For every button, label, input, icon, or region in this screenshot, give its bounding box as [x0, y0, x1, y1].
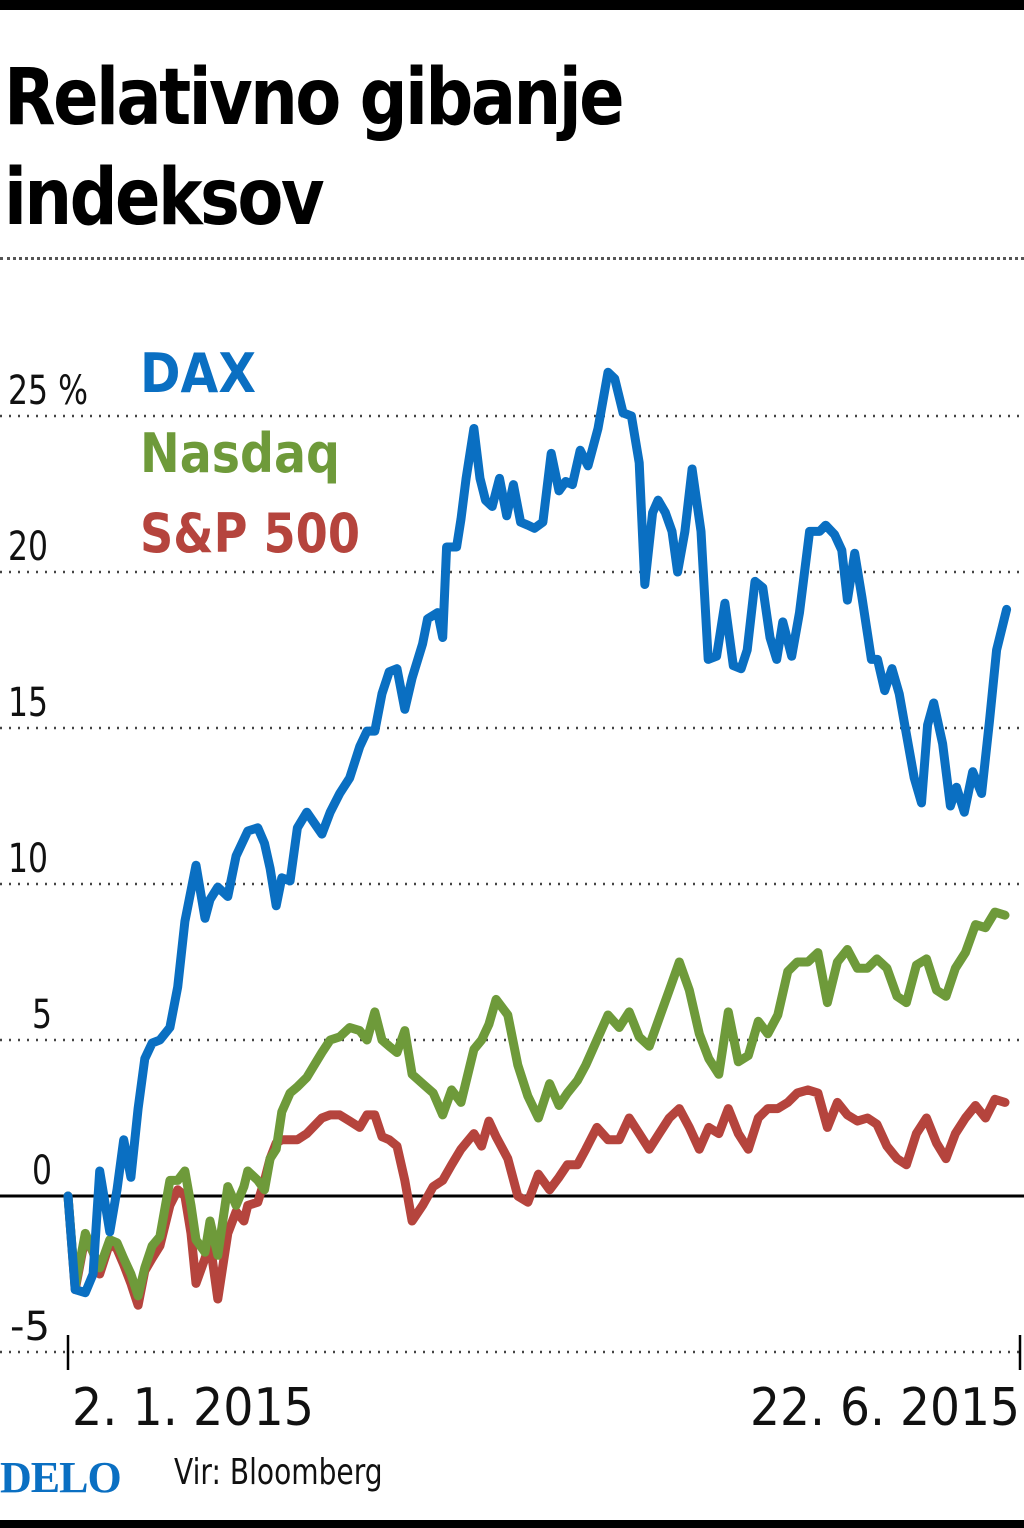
x-tick-label: 22. 6. 2015 [750, 1378, 1020, 1438]
y-tick-label: 10 [8, 836, 48, 882]
x-axis: 2. 1. 2015 22. 6. 2015 [66, 1335, 1022, 1438]
y-tick-label: 15 [8, 680, 48, 726]
y-tick-label: 20 [8, 524, 48, 570]
delo-logo: DELO [0, 1453, 122, 1502]
y-tick-label: 5 [32, 992, 52, 1038]
legend-entry-s-p-500: S&P 500 [140, 502, 360, 565]
y-tick-label: 0 [32, 1148, 52, 1194]
y-tick-label: -5 [10, 1304, 50, 1350]
series-line-nasdaq [63, 907, 1010, 1301]
series-line-dax [63, 367, 1012, 1298]
bottom-rule [0, 1520, 1024, 1528]
source-credit: Vir: Bloomberg [174, 1452, 383, 1493]
series-line-s-p-500 [63, 1085, 1010, 1310]
title-divider [0, 257, 1024, 260]
legend-entry-dax: DAX [140, 342, 256, 405]
line-chart: -5 0 5 10 15 20 25 % 2. 1. 2015 22. 6. 2015 DAX… [0, 342, 1024, 1438]
chart-title: Relativno gibanje indeksov [4, 48, 864, 248]
top-rule [0, 0, 1024, 10]
legend-entry-nasdaq: Nasdaq [140, 422, 340, 485]
x-tick-label: 2. 1. 2015 [72, 1378, 314, 1438]
title-line-2: indeksov [4, 153, 325, 243]
y-tick-label: 25 % [8, 368, 88, 414]
title-line-1: Relativno gibanje [4, 53, 625, 143]
legend: DAX Nasdaq S&P 500 [140, 342, 360, 565]
series-lines [63, 367, 1012, 1310]
y-axis-ticks: -5 0 5 10 15 20 25 % [8, 368, 88, 1350]
